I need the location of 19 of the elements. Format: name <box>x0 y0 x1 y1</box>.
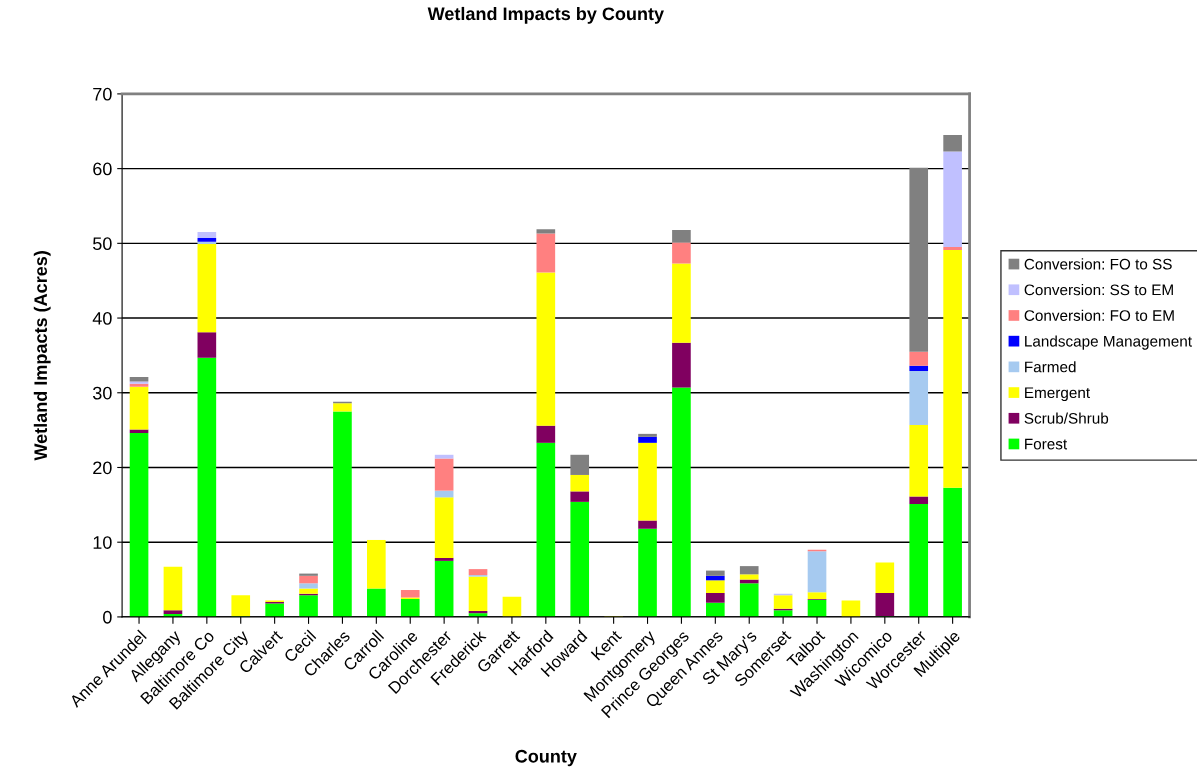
legend-label: Conversion: FO to SS <box>1024 258 1172 270</box>
legend-label: Conversion: FO to EM <box>1024 309 1174 321</box>
y-axis-title: Wetland Impacts (Acres) <box>33 251 51 461</box>
legend-label: Scrub/Shrub <box>1024 412 1109 424</box>
chart-title: Wetland Impacts by County <box>427 6 664 24</box>
legend-label: Emergent <box>1025 387 1090 402</box>
y-tick-label: 0 <box>103 610 112 624</box>
y-tick-label: 60 <box>93 162 112 176</box>
x-axis-title: County <box>515 749 577 767</box>
y-tick-label: 40 <box>92 311 112 325</box>
legend-label: Conversion: SS to EM <box>1024 284 1173 296</box>
y-tick-label: 30 <box>92 386 112 400</box>
legend-label: Farmed <box>1025 361 1076 373</box>
y-tick-label: 10 <box>93 536 112 549</box>
y-tick-label: 50 <box>93 237 112 251</box>
legend-label: Landscape Management <box>1025 335 1192 350</box>
y-tick-label: 70 <box>93 87 112 101</box>
legend-label: Forest <box>1025 438 1068 450</box>
y-tick-label: 20 <box>93 461 112 475</box>
